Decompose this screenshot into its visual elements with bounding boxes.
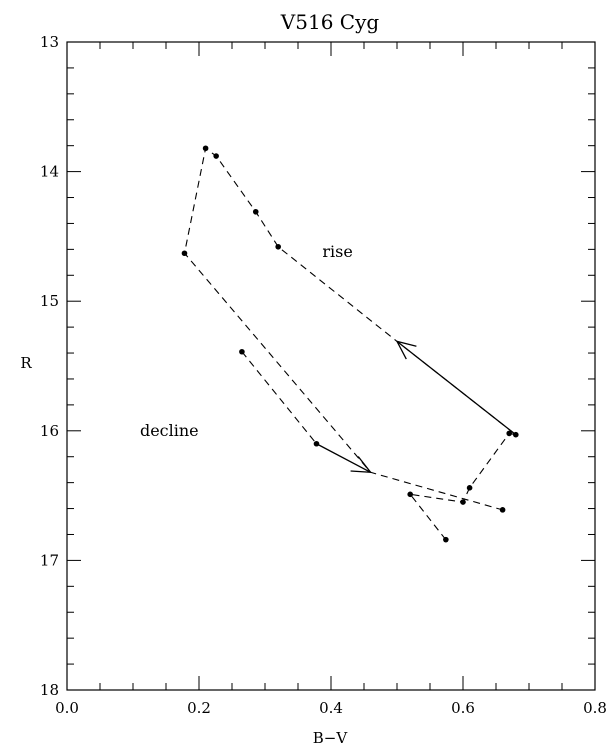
y-axis-label: R	[20, 354, 32, 372]
x-tick-label: 0.4	[319, 699, 343, 717]
data-point	[443, 536, 449, 543]
data-point	[213, 153, 219, 159]
y-tick-label: 14	[40, 163, 59, 181]
y-tick-label: 15	[40, 292, 59, 310]
y-tick-label: 17	[40, 551, 59, 569]
data-point	[499, 507, 506, 513]
y-tick-label: 16	[40, 422, 59, 440]
arrow-head-1	[395, 340, 417, 360]
annotation-decline: decline	[140, 421, 199, 440]
chart-title: V516 Cyg	[280, 10, 380, 34]
dashed-track-1	[183, 147, 517, 541]
data-point	[252, 208, 259, 215]
data-point	[460, 499, 466, 505]
data-point	[275, 243, 282, 250]
y-tick-label: 18	[40, 681, 59, 699]
data-point	[407, 491, 414, 498]
data-point	[513, 431, 519, 438]
x-tick-label: 0.0	[55, 699, 79, 717]
arrow-shaft-2	[316, 443, 371, 473]
x-tick-label: 0.6	[451, 699, 475, 717]
data-point	[181, 250, 188, 257]
data-point	[466, 485, 473, 491]
arrow-shaft-1	[396, 340, 517, 436]
data-point	[506, 430, 512, 437]
dashed-track-2	[241, 351, 317, 445]
data-point	[313, 440, 320, 447]
arrow-head-2	[350, 456, 373, 474]
x-axis-label: B−V	[313, 729, 349, 747]
y-tick-label: 13	[40, 33, 59, 51]
annotation-rise: rise	[322, 242, 352, 261]
x-tick-label: 0.2	[187, 699, 211, 717]
data-point	[202, 145, 209, 152]
plot-frame	[66, 41, 596, 691]
x-tick-label: 0.8	[583, 699, 607, 717]
data-point	[239, 348, 245, 355]
